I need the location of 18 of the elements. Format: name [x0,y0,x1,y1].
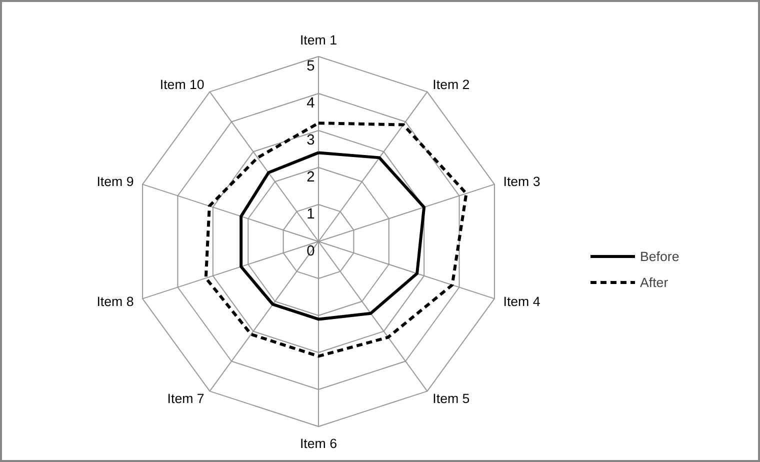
spoke-label: Item 5 [432,391,470,406]
legend-label: After [640,274,668,290]
spoke-label: Item 2 [432,76,470,92]
legend-label: Before [640,248,680,264]
spoke-label: Item 6 [300,436,338,451]
y-tick-label: 4 [306,96,315,112]
spoke-label: Item 7 [167,391,204,406]
spoke-label: Item 1 [300,32,338,48]
y-tick-label: 3 [306,132,315,148]
y-tick-label: 0 [306,244,315,260]
spoke-label: Item 4 [503,294,541,310]
y-tick-label: 1 [306,206,315,222]
spoke-label: Item 10 [160,76,204,92]
y-tick-label: 5 [306,58,315,74]
spoke-label: Item 8 [96,294,134,310]
y-tick-label: 2 [306,170,315,186]
spoke-label: Item 9 [96,174,134,189]
spoke-label: Item 3 [503,174,540,189]
